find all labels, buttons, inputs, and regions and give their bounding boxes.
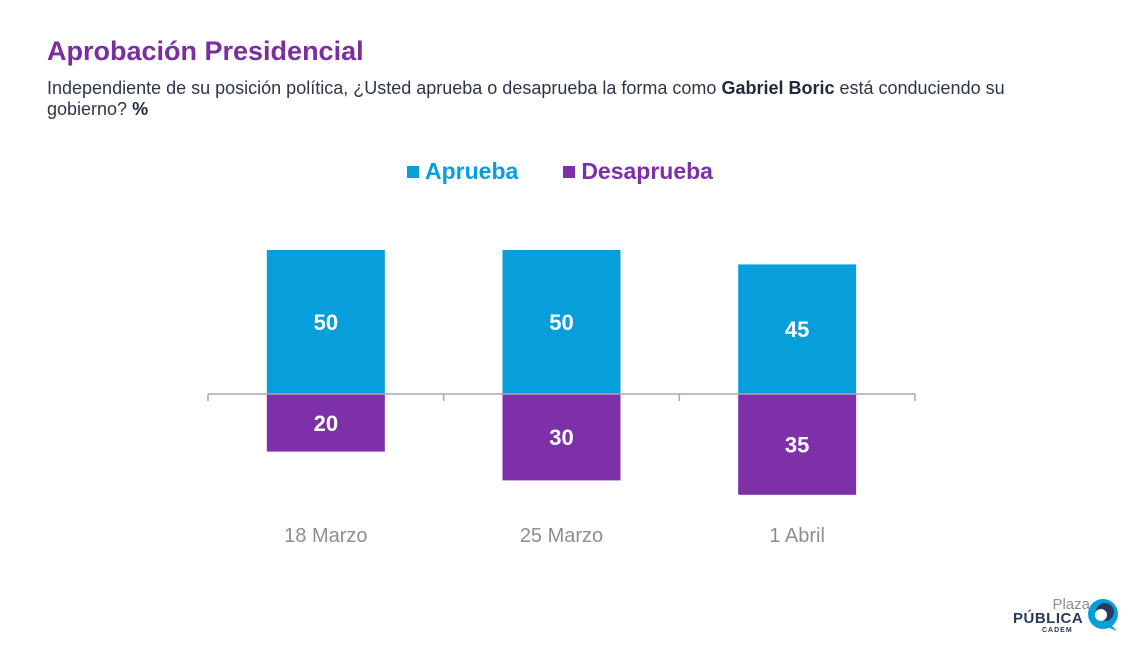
legend-swatch-aprueba <box>407 165 420 178</box>
data-label-desaprueba-1: 30 <box>549 425 573 450</box>
bar-aprueba-2 <box>738 264 857 394</box>
chart-legend: Aprueba Desaprueba <box>0 158 1120 185</box>
data-label-desaprueba-2: 35 <box>785 432 809 457</box>
x-tick-label-2: 1 Abril <box>769 525 825 547</box>
data-label-desaprueba-0: 20 <box>314 411 338 436</box>
bar-desaprueba-2 <box>738 394 857 495</box>
legend-swatch-desaprueba <box>563 165 576 178</box>
legend-label-desaprueba: Desaprueba <box>581 158 713 184</box>
subtitle-name: Gabriel Boric <box>721 78 835 98</box>
subtitle-text-1: Independiente de su posición política, ¿… <box>47 78 722 98</box>
data-label-aprueba-2: 45 <box>785 317 809 342</box>
plaza-publica-cadem-logo: Plaza PÚBLICA CADEM <box>1010 596 1122 636</box>
logo-text-cadem: CADEM <box>1042 627 1073 634</box>
bar-desaprueba-1 <box>502 394 621 481</box>
logo-text-plaza: Plaza <box>1052 596 1090 613</box>
legend-item-aprueba: Aprueba <box>407 158 518 185</box>
x-tick-label-0: 18 Marzo <box>284 525 367 547</box>
data-label-aprueba-0: 50 <box>314 310 338 335</box>
chart-title: Aprobación Presidencial <box>47 36 364 66</box>
data-label-aprueba-1: 50 <box>549 310 573 335</box>
chart-subtitle: Independiente de su posición política, ¿… <box>47 78 1087 120</box>
bar-desaprueba-0 <box>266 394 385 452</box>
legend-label-aprueba: Aprueba <box>425 158 519 184</box>
legend-item-desaprueba: Desaprueba <box>563 158 713 185</box>
subtitle-text-2: está conduciendo su gobierno? <box>47 78 1005 119</box>
subtitle-unit: % <box>132 99 149 119</box>
bar-aprueba-1 <box>502 250 621 394</box>
x-tick-label-1: 25 Marzo <box>520 525 603 547</box>
bar-aprueba-0 <box>266 250 385 394</box>
logo-bubble-icon <box>1088 599 1118 631</box>
logo-text-publica: PÚBLICA <box>1013 610 1084 627</box>
